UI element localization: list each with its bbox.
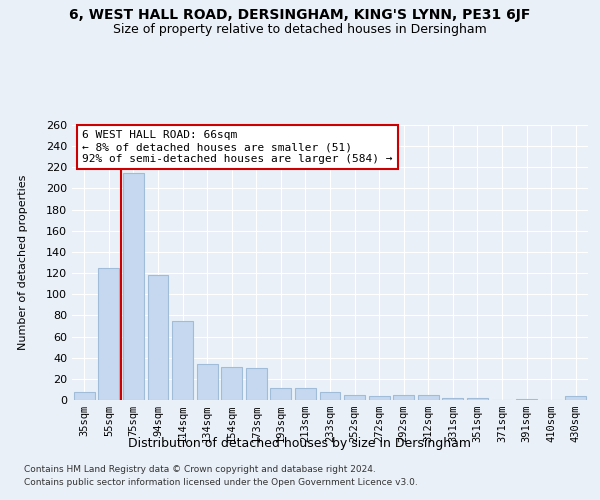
Text: Contains HM Land Registry data © Crown copyright and database right 2024.: Contains HM Land Registry data © Crown c… [24, 466, 376, 474]
Bar [442, 398, 463, 400]
Bar [393, 394, 414, 400]
Bar [344, 394, 365, 400]
Text: 6, WEST HALL ROAD, DERSINGHAM, KING'S LYNN, PE31 6JF: 6, WEST HALL ROAD, DERSINGHAM, KING'S LY… [70, 8, 530, 22]
Bar [197, 364, 218, 400]
Text: Distribution of detached houses by size in Dersingham: Distribution of detached houses by size … [128, 438, 472, 450]
Text: Contains public sector information licensed under the Open Government Licence v3: Contains public sector information licen… [24, 478, 418, 487]
Bar [148, 275, 169, 400]
Bar [74, 392, 95, 400]
Text: 6 WEST HALL ROAD: 66sqm
← 8% of detached houses are smaller (51)
92% of semi-det: 6 WEST HALL ROAD: 66sqm ← 8% of detached… [82, 130, 393, 164]
Bar [516, 399, 537, 400]
Bar [295, 388, 316, 400]
Bar [98, 268, 119, 400]
Bar [565, 396, 586, 400]
Y-axis label: Number of detached properties: Number of detached properties [18, 175, 28, 350]
Bar [123, 172, 144, 400]
Bar [320, 392, 340, 400]
Bar [221, 367, 242, 400]
Bar [172, 320, 193, 400]
Bar [271, 388, 292, 400]
Text: Size of property relative to detached houses in Dersingham: Size of property relative to detached ho… [113, 22, 487, 36]
Bar [246, 368, 267, 400]
Bar [418, 394, 439, 400]
Bar [467, 398, 488, 400]
Bar [368, 396, 389, 400]
